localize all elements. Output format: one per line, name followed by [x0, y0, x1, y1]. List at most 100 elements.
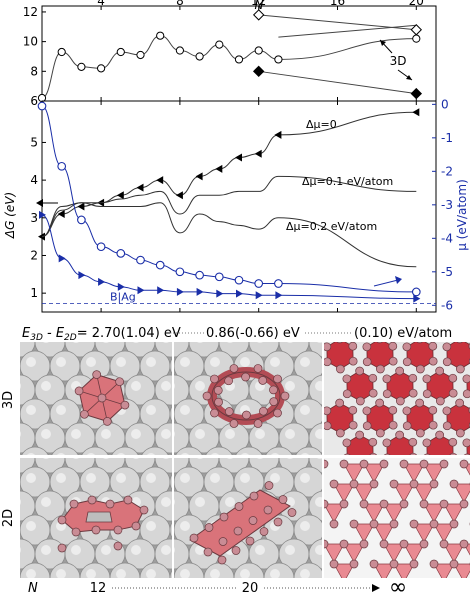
boron-atom [339, 499, 349, 509]
bg-sphere-highlight [255, 429, 265, 439]
boron-atom [324, 539, 329, 549]
bg-sphere-highlight [225, 497, 235, 507]
boron-atom [402, 406, 412, 416]
bg-sphere-highlight [0, 473, 6, 483]
bg-sphere [111, 446, 139, 455]
main-mu-point [77, 215, 86, 225]
main-y-tick-label: 5 [30, 135, 38, 149]
main-y2-tick-label: 0 [441, 97, 449, 111]
boron-atom [449, 559, 459, 569]
main-tri-point [39, 210, 46, 219]
top-y-tick-label: 6 [30, 94, 38, 108]
boron-atom [280, 391, 290, 401]
boron-atom [456, 428, 465, 438]
main-tri-point [176, 287, 184, 296]
boron-atom [359, 539, 369, 549]
boron-atom [97, 393, 107, 403]
top-series-link [278, 24, 417, 38]
bg-sphere-highlight [176, 309, 186, 319]
bg-sphere [169, 357, 172, 375]
bg-sphere-highlight [116, 309, 126, 319]
bg-sphere-highlight [270, 357, 280, 367]
boron-atom [468, 342, 470, 350]
boron-atom [369, 452, 377, 455]
bg-sphere [0, 423, 5, 453]
bg-sphere [0, 447, 20, 477]
top-series-point [97, 64, 106, 73]
boron-atom [389, 519, 399, 529]
boron-atom [253, 419, 263, 428]
boron-atom [269, 385, 278, 395]
bg-sphere-highlight [315, 545, 322, 555]
top-series-point [77, 62, 86, 71]
bg-sphere-highlight [0, 569, 6, 579]
bg-sphere [20, 362, 21, 370]
main-tri-point [157, 286, 165, 295]
top-panel: 4 8 12 16 20 N 6 8 10 12 3D [23, 0, 437, 108]
row-label-3d: 3D [1, 391, 16, 409]
boron-atom [388, 342, 398, 351]
main-dg-triangle [57, 210, 65, 219]
bg-sphere-highlight [300, 405, 310, 415]
boron-atom [249, 491, 259, 501]
main-tri-point [196, 287, 204, 296]
bg-sphere-highlight [211, 453, 219, 455]
bg-sphere-highlight [147, 453, 155, 455]
top-y-tick-label: 12 [23, 5, 38, 19]
main-tri-point [255, 291, 263, 300]
bg-sphere-highlight [41, 381, 51, 391]
boron-atom [382, 389, 392, 399]
bg-sphere-highlight [26, 473, 36, 483]
boron-atom [439, 459, 449, 469]
boron-atom [336, 342, 343, 344]
boron-atom [359, 499, 369, 509]
boron-atom [123, 495, 133, 505]
main-y-axis-label: ΔG (eV) [3, 192, 17, 239]
boron-atom [416, 428, 425, 438]
bg-sphere-highlight [20, 383, 21, 389]
bg-sphere-highlight [116, 473, 126, 483]
main-dg-line-0 [41, 111, 417, 238]
boron-atom [422, 389, 432, 399]
bg-sphere-highlight [195, 545, 205, 555]
bottom-axis-n: N [28, 581, 38, 594]
lattice-triangle [433, 523, 455, 543]
top-x-tick-label: 20 [409, 0, 424, 8]
boron-atom [429, 559, 439, 569]
main-dg-triangle [412, 108, 420, 117]
boron-atom [131, 521, 141, 531]
bg-sphere [154, 342, 172, 358]
boron-atom [324, 421, 332, 431]
bg-sphere [324, 303, 354, 333]
bg-sphere-highlight [180, 521, 190, 531]
boron-atom [456, 342, 463, 344]
bg-sphere-highlight [197, 342, 203, 343]
bg-sphere-highlight [330, 309, 340, 319]
boron-atom [456, 364, 465, 374]
boron-atom [395, 366, 404, 376]
boron-atom [71, 527, 81, 537]
lattice-triangle [333, 563, 355, 578]
bg-sphere-highlight [180, 357, 190, 367]
struct-3d-n20 [174, 303, 354, 455]
bg-sphere-highlight [161, 429, 171, 439]
energy-row: E3D - E2D= 2.70(1.04) eV 0.86(-0.66) eV … [22, 326, 452, 343]
boron-atom [113, 541, 123, 551]
boron-atom [335, 398, 344, 408]
bg-sphere [0, 327, 5, 357]
boron-atom [395, 430, 404, 440]
bg-sphere-highlight [174, 547, 175, 553]
boron-atom [324, 406, 332, 416]
boron-atom [376, 428, 385, 438]
boron-atom [399, 539, 409, 549]
bg-sphere-highlight [43, 458, 49, 459]
bg-sphere-highlight [210, 309, 220, 319]
bg-sphere-highlight [146, 309, 156, 319]
top-series-point [195, 52, 204, 61]
bg-sphere-highlight [146, 521, 156, 531]
top-series-point [156, 31, 165, 40]
bg-sphere-highlight [26, 309, 36, 319]
boron-atom [231, 546, 241, 555]
main-mu-point [96, 242, 106, 252]
